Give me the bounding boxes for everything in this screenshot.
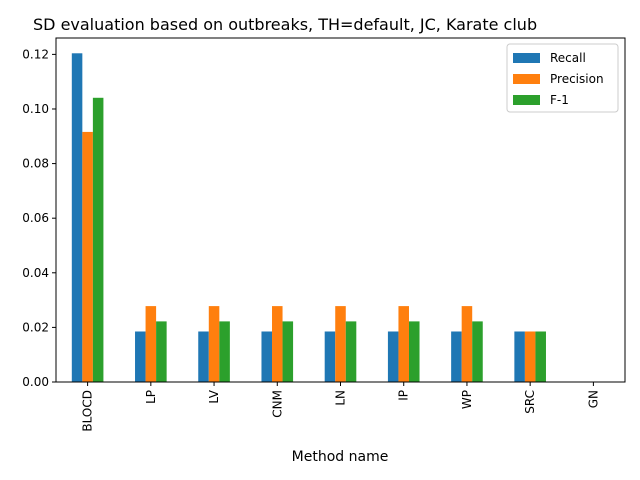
bar-precision-lp [145, 306, 157, 382]
bar-precision-lv [208, 306, 220, 382]
x-tick-label: IP [397, 390, 411, 401]
bar-recall-ip [387, 331, 399, 382]
y-tick-label: 0.00 [22, 375, 49, 389]
bar-f-1-blocd [92, 97, 104, 383]
bar-f-1-cnm [282, 321, 294, 382]
x-tick-label: LP [144, 390, 158, 404]
bar-recall-cnm [261, 331, 273, 382]
y-tick-label: 0.12 [22, 47, 49, 61]
x-tick-label: GN [586, 390, 600, 408]
legend-swatch-precision [513, 74, 540, 84]
x-tick-label: SRC [523, 390, 537, 414]
legend-swatch-recall [513, 53, 540, 63]
bar-recall-lp [135, 331, 146, 382]
bar-precision-blocd [82, 131, 93, 382]
legend-label: Precision [550, 72, 604, 86]
y-tick-label: 0.02 [22, 320, 49, 334]
legend-label: F-1 [550, 93, 569, 107]
bar-recall-blocd [71, 53, 83, 383]
x-tick-label: LV [207, 389, 221, 403]
x-tick-label: LN [334, 390, 348, 406]
bar-precision-ip [398, 306, 409, 382]
bar-f-1-ln [345, 321, 357, 382]
chart-title: SD evaluation based on outbreaks, TH=def… [33, 15, 537, 34]
bar-f-1-src [535, 331, 546, 382]
plot-area: 0.00 0.02 0.04 0.06 0.08 0.10 0.12 BLOCD LP LV CNM… [22, 37, 626, 432]
x-tick-label: BLOCD [81, 390, 95, 432]
legend-label: Recall [550, 51, 586, 65]
bar-precision-ln [335, 306, 346, 382]
legend-swatch-f-1 [513, 95, 540, 105]
y-tick-label: 0.10 [22, 102, 49, 116]
bar-f-1-lv [219, 321, 230, 382]
bar-recall-lv [198, 331, 209, 382]
x-tick-label: CNM [270, 390, 284, 418]
bar-recall-ln [324, 331, 336, 382]
y-tick-label: 0.08 [22, 157, 49, 171]
bar-recall-src [514, 331, 525, 382]
y-tick-label: 0.04 [22, 266, 49, 280]
axes-frame [55, 37, 626, 383]
x-axis-label: Method name [292, 449, 389, 465]
bar-recall-wp [451, 331, 462, 382]
legend: Recall Precision F-1 [506, 43, 619, 113]
bar-precision-cnm [272, 306, 283, 382]
bar-precision-wp [461, 306, 473, 382]
bar-f-1-ip [408, 321, 420, 382]
y-tick-label: 0.06 [22, 211, 49, 225]
bar-precision-src [524, 331, 536, 382]
x-tick-label: WP [460, 390, 474, 409]
bar-f-1-wp [472, 321, 483, 382]
bar-f-1-lp [156, 321, 167, 382]
